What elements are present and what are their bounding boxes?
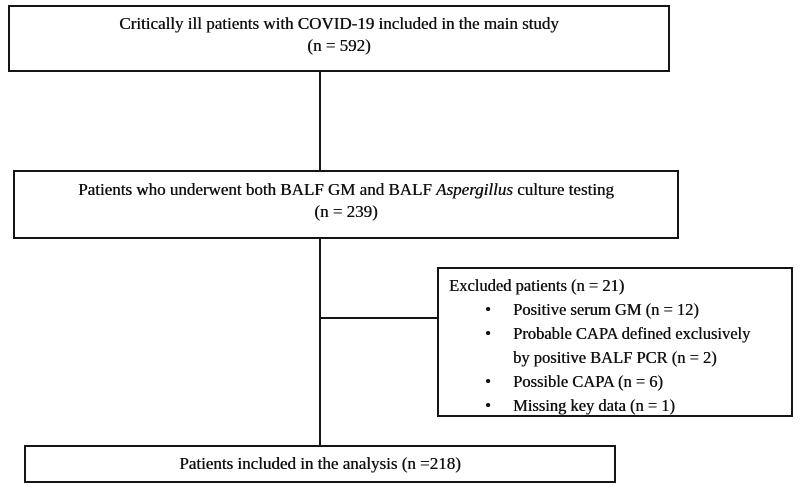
list-item-text: Probable CAPA defined exclusively [513,324,751,343]
connector-main-to-balf [319,71,321,172]
list-item-possible-capa: • Possible CAPA (n = 6) [449,370,781,394]
bullet-icon: • [485,324,491,343]
node-main-study: Critically ill patients with COVID-19 in… [8,5,670,72]
connector-balf-to-analysis [319,237,321,446]
node-analysis-text: Patients included in the analysis (n =21… [179,454,461,473]
connector-branch-to-excluded [321,317,437,319]
node-analysis: Patients included in the analysis (n =21… [24,445,616,483]
node-excluded-title: Excluded patients (n = 21) [449,276,625,295]
node-balf-testing-count: (n = 239) [314,202,378,221]
node-main-study-text: Critically ill patients with COVID-19 in… [119,14,559,33]
list-item-missing-data: • Missing key data (n = 1) [449,394,781,418]
node-balf-testing-text: Patients who underwent both BALF GM and … [15,179,677,201]
node-balf-testing-text-suffix: culture testing [512,180,614,199]
node-balf-testing-text-prefix: Patients who underwent both BALF GM and … [78,180,437,199]
bullet-icon: • [485,372,491,391]
node-balf-testing: Patients who underwent both BALF GM and … [13,170,679,239]
list-item-text: Missing key data (n = 1) [513,396,675,415]
node-excluded-patients: Excluded patients (n = 21) • Positive se… [437,267,793,417]
node-main-study-count: (n = 592) [307,36,371,55]
list-item-probable-capa: • Probable CAPA defined exclusively by p… [449,322,781,370]
list-item-positive-serum-gm: • Positive serum GM (n = 12) [449,298,781,322]
node-balf-testing-text-italic: Aspergillus [436,180,513,199]
list-item-text-continued: by positive BALF PCR (n = 2) [513,348,717,367]
list-item-text: Possible CAPA (n = 6) [513,372,663,391]
excluded-reasons-list: • Positive serum GM (n = 12) • Probable … [449,298,781,418]
bullet-icon: • [485,396,491,415]
bullet-icon: • [485,300,491,319]
list-item-text: Positive serum GM (n = 12) [513,300,699,319]
